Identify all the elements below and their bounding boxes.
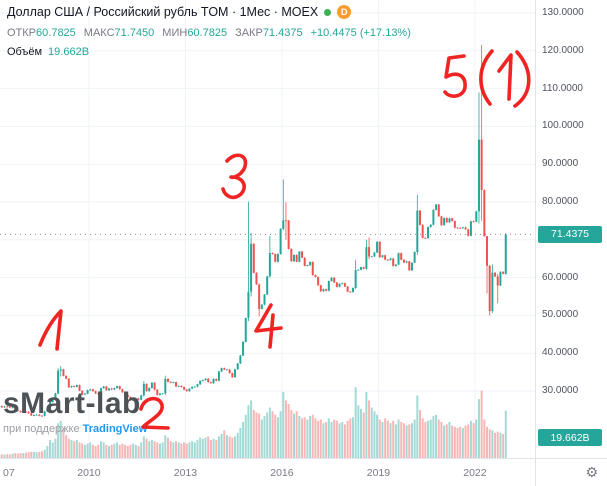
time-axis-label: 07 xyxy=(3,467,15,479)
time-axis-label: 2016 xyxy=(270,467,294,479)
change-value: +10.4475 (+17.13%) xyxy=(310,27,411,39)
chart-legend: Доллар США / Российский рубль TOM · 1Мес… xyxy=(7,5,411,58)
time-axis-label: 2022 xyxy=(463,467,487,479)
tradingview-link[interactable]: TradingView xyxy=(82,423,148,435)
price-axis-label: 40.0000 xyxy=(542,347,579,359)
volume-label: Объём xyxy=(7,46,43,58)
symbol-title: Доллар США / Российский рубль TOM · 1Мес… xyxy=(7,5,319,19)
high-value: 71.7450 xyxy=(114,27,155,39)
low-value: 60.7825 xyxy=(187,27,228,39)
close-label: ЗАКР xyxy=(235,27,263,39)
price-axis-label: 130.0000 xyxy=(542,7,584,18)
time-axis[interactable]: 07 2010 2013 2016 2019 2022 xyxy=(0,458,535,486)
price-axis-label: 60.0000 xyxy=(542,271,579,283)
price-axis-label: 80.0000 xyxy=(542,196,579,207)
price-axis-label: 120.0000 xyxy=(542,44,584,56)
time-axis-label: 2013 xyxy=(173,467,198,479)
price-axis-label: 30.0000 xyxy=(542,385,579,396)
candlestick-chart[interactable] xyxy=(0,0,535,458)
open-value: 60.7825 xyxy=(36,27,76,39)
price-axis-label: 50.0000 xyxy=(542,309,579,321)
time-axis-label: 2010 xyxy=(77,467,101,479)
close-value: 71.4375 xyxy=(262,27,303,39)
open-label: ОТКР xyxy=(7,27,37,39)
time-axis-label: 2019 xyxy=(366,467,391,479)
current-volume-badge: 19.662B xyxy=(538,429,602,446)
price-axis[interactable]: 71.4375 19.662B 130.0000 120.0000 110.0000… xyxy=(535,0,607,458)
axis-corner: ⚙ xyxy=(535,458,607,486)
price-axis-label: 100.0000 xyxy=(542,120,584,132)
delayed-data-badge[interactable]: D xyxy=(337,5,352,19)
low-label: МИН xyxy=(162,27,188,39)
price-axis-label: 110.0000 xyxy=(542,82,583,94)
high-label: МАКС xyxy=(83,27,115,39)
price-axis-label: 90.0000 xyxy=(542,158,579,170)
volume-value: 19.662B xyxy=(48,46,90,58)
current-price-badge: 71.4375 xyxy=(538,225,602,243)
market-status-dot xyxy=(324,8,332,16)
settings-gear-icon[interactable]: ⚙ xyxy=(585,464,598,480)
